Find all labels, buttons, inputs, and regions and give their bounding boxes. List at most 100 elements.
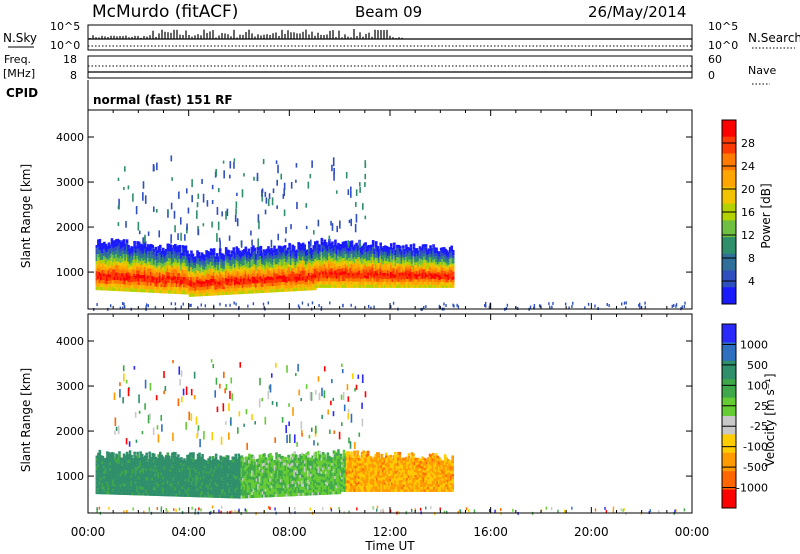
power-cell [145,247,148,251]
power-cell [208,261,211,265]
power-cell [109,251,112,255]
velocity-cell [116,471,120,475]
power-speckle [282,193,285,199]
power-cell [355,258,358,263]
power-cell [312,286,316,291]
power-cell [273,245,276,249]
velocity-cell [213,486,216,490]
velocity-cell [145,452,148,456]
power-cell [386,252,390,256]
power-cell [250,253,254,257]
power-cell [116,279,120,284]
power-cell [180,267,183,271]
power-cell [346,253,349,257]
velocity-cell [181,486,185,489]
power-cell [285,268,288,271]
velocity-cell [189,452,192,456]
velocity-cell [95,472,99,475]
power-cell [402,272,405,276]
velocity-cell [178,461,182,464]
power-cell [249,256,252,260]
power-cell [151,279,155,283]
velocity-cell [204,465,207,469]
power-cell [405,272,408,276]
velocity-cell [201,469,204,473]
velocity-cell [133,489,136,493]
velocity-cell [140,477,144,481]
power-cell [113,269,117,273]
velocity-cell [196,472,200,476]
power-cell [432,278,435,282]
power-cell [307,283,311,287]
velocity-cell [186,472,189,476]
velocity-cell [178,477,182,481]
velocity-cell [121,463,124,466]
velocity-cell [143,472,147,476]
velocity-cell [214,469,218,473]
power-cell [258,283,261,287]
power-cell [444,251,447,255]
power-cell [103,262,106,267]
power-cell [271,283,275,287]
power-cell [112,287,115,291]
power-cell [358,263,361,268]
power-cell [316,267,319,271]
power-cell [224,271,228,275]
velocity-cell [175,473,179,477]
power-cell [359,261,363,265]
power-cell [224,291,228,295]
velocity-cell [160,475,164,479]
velocity-cell [151,468,155,472]
power-ground-scatter [235,302,237,306]
power-cell [249,290,252,294]
power-cell [238,256,242,260]
power-cell [448,282,452,285]
power-cell [246,257,249,261]
power-cell [332,284,336,288]
power-cell [411,255,414,259]
power-cell [362,256,366,260]
power-cell [220,280,223,284]
power-cell [432,275,435,279]
velocity-cell [178,483,182,486]
power-cell [130,275,133,279]
power-cell [155,274,159,278]
power-cell [338,275,342,279]
velocity-cell [101,480,105,484]
velocity-cell [118,466,121,470]
power-cell [436,251,440,254]
power-cell [304,258,308,262]
power-cell [368,269,372,273]
power-cell [362,265,366,269]
power-cell [289,273,293,277]
power-cell [306,249,310,253]
power-speckle [355,213,358,223]
power-cell [259,282,263,287]
power-colorbar-tick-label: 8 [748,252,755,265]
velocity-cell [107,470,111,474]
velocity-cell [133,464,136,468]
power-ground-scatter [529,305,532,309]
velocity-cell [112,491,115,495]
velocity-cell [116,457,120,461]
power-cell [380,270,384,274]
power-cell [109,261,112,265]
power-cell [106,268,109,272]
power-speckle [296,201,298,210]
velocity-cell [165,487,168,491]
velocity-cell [208,488,212,492]
velocity-cell [177,454,180,458]
power-cell [211,252,214,256]
power-cell [137,263,141,267]
power-cell [352,258,355,262]
power-cell [134,249,138,254]
velocity-cell [158,461,162,465]
power-speckle [223,170,225,179]
power-ground-scatter [370,306,372,310]
power-cell [442,279,446,283]
power-cell [107,276,111,281]
power-cell [276,264,279,268]
power-cell [98,257,102,261]
power-cell [414,262,417,266]
power-speckle [211,199,214,205]
